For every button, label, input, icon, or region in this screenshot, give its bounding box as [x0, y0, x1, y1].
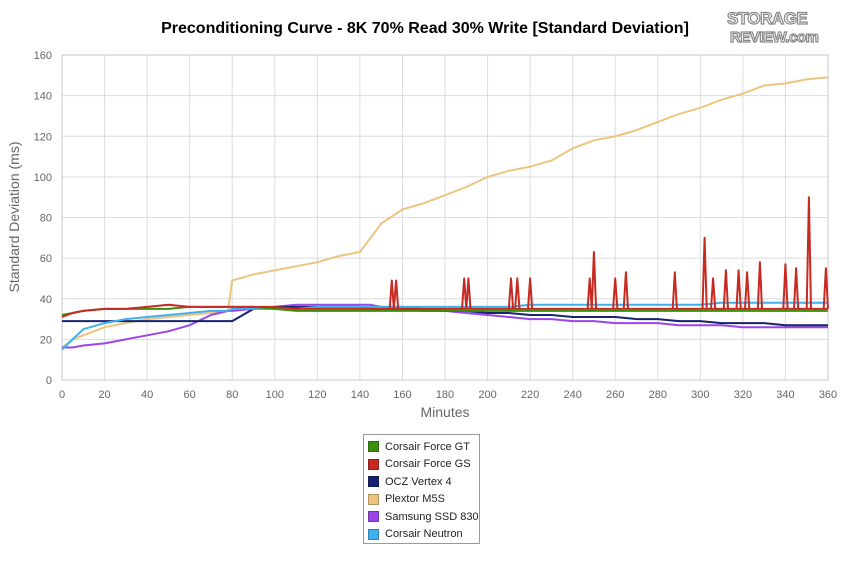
- legend-item-samsung-ssd-830[interactable]: Samsung SSD 830: [368, 508, 479, 526]
- series-lines: [61, 76, 829, 351]
- legend-label: Corsair Force GS: [385, 458, 471, 471]
- y-tick-label-0: 0: [46, 375, 52, 387]
- spike-21: [822, 267, 829, 309]
- spike-0: [388, 279, 395, 309]
- x-tick-label-8: 160: [393, 389, 411, 401]
- series-line-plextor-m5s: [61, 76, 829, 349]
- x-tick-label-1: 20: [98, 389, 110, 401]
- x-tick-label-15: 300: [691, 389, 709, 401]
- spike-10: [622, 271, 629, 309]
- y-tick-label-3: 60: [40, 253, 52, 265]
- spike-19: [793, 267, 800, 309]
- legend-swatch: [368, 511, 379, 523]
- legend-label: Samsung SSD 830: [385, 510, 479, 523]
- plot-border: [61, 54, 829, 381]
- legend-swatch: [368, 441, 379, 453]
- series-line-corsair-neutron: [61, 301, 828, 351]
- logo-line-1: STORAGE: [727, 9, 807, 28]
- spike-3: [465, 277, 472, 309]
- spike-13: [710, 277, 717, 309]
- spike-16: [744, 271, 751, 309]
- x-tick-label-18: 360: [819, 389, 837, 401]
- spike-14: [722, 269, 729, 309]
- spike-12: [701, 236, 708, 309]
- spike-5: [514, 277, 521, 309]
- legend-label: Corsair Neutron: [385, 528, 463, 541]
- y-tick-label-6: 120: [34, 131, 52, 143]
- x-tick-label-2: 40: [141, 389, 153, 401]
- spike-15: [735, 269, 742, 309]
- spike-7: [586, 277, 593, 309]
- x-tick-label-16: 320: [734, 389, 752, 401]
- legend-item-corsair-neutron[interactable]: Corsair Neutron: [368, 526, 479, 544]
- spike-1: [392, 279, 400, 309]
- storagereview-logo: STORAGE REVIEW.com: [727, 8, 820, 46]
- y-tick-label-8: 160: [34, 50, 52, 62]
- x-tick-label-13: 260: [606, 389, 624, 401]
- spike-11: [671, 271, 678, 309]
- legend-item-ocz-vertex-4[interactable]: OCZ Vertex 4: [368, 473, 479, 491]
- legend-label: OCZ Vertex 4: [385, 475, 452, 488]
- grid-lines: [61, 54, 829, 381]
- x-tick-label-3: 60: [184, 389, 196, 401]
- legend-item-corsair-force-gt[interactable]: Corsair Force GT: [368, 438, 479, 456]
- x-tick-label-5: 100: [266, 389, 284, 401]
- spike-9: [612, 277, 619, 309]
- legend-swatch: [368, 528, 379, 540]
- x-tick-label-10: 200: [478, 389, 496, 401]
- x-tick-label-9: 180: [436, 389, 454, 401]
- chart-plot: 0 20 40 60 80 100 120 140 160 0 20 40 60 80 100 120 140…: [6, 50, 837, 420]
- x-tick-label-7: 140: [351, 389, 369, 401]
- spike-6: [527, 277, 534, 309]
- spike-2: [461, 277, 468, 309]
- spike-4: [507, 277, 515, 309]
- x-tick-label-11: 220: [521, 389, 539, 401]
- y-tick-labels: 0 20 40 60 80 100 120 140 160: [34, 50, 52, 387]
- chart-title: Preconditioning Curve - 8K 70% Read 30% …: [161, 20, 689, 37]
- series-line-corsair-force-gs: [61, 303, 828, 318]
- y-axis-label: Standard Deviation (ms): [6, 142, 22, 293]
- y-tick-label-7: 140: [34, 91, 52, 103]
- spike-20: [805, 196, 812, 309]
- legend-label: Corsair Force GT: [385, 440, 470, 453]
- spike-8: [590, 251, 598, 309]
- series-line-corsair-force-gt: [61, 305, 828, 316]
- spike-18: [782, 263, 789, 309]
- y-tick-label-2: 40: [40, 294, 52, 306]
- x-tick-label-12: 240: [563, 389, 581, 401]
- x-tick-label-17: 340: [776, 389, 794, 401]
- logo-line-2: REVIEW.com: [730, 29, 819, 46]
- x-tick-label-6: 120: [308, 389, 326, 401]
- legend-item-corsair-force-gs[interactable]: Corsair Force GS: [368, 456, 479, 474]
- y-tick-label-1: 20: [40, 334, 52, 346]
- y-tick-label-5: 100: [34, 172, 52, 184]
- legend-swatch: [368, 458, 379, 470]
- legend-swatch: [368, 476, 379, 488]
- x-tick-labels: 0 20 40 60 80 100 120 140 160 180 200 220 240 260 280 3…: [59, 389, 837, 401]
- x-tick-label-0: 0: [59, 389, 65, 401]
- spike-17: [756, 261, 763, 309]
- legend-swatch: [368, 493, 379, 505]
- y-tick-label-4: 80: [40, 213, 52, 225]
- x-tick-label-14: 280: [649, 389, 667, 401]
- legend-label: Plextor M5S: [385, 493, 445, 506]
- legend: Corsair Force GT Corsair Force GS OCZ Vert…: [363, 434, 480, 544]
- legend-item-plextor-m5s[interactable]: Plextor M5S: [368, 491, 479, 509]
- x-axis-label: Minutes: [420, 404, 469, 420]
- x-tick-label-4: 80: [226, 389, 238, 401]
